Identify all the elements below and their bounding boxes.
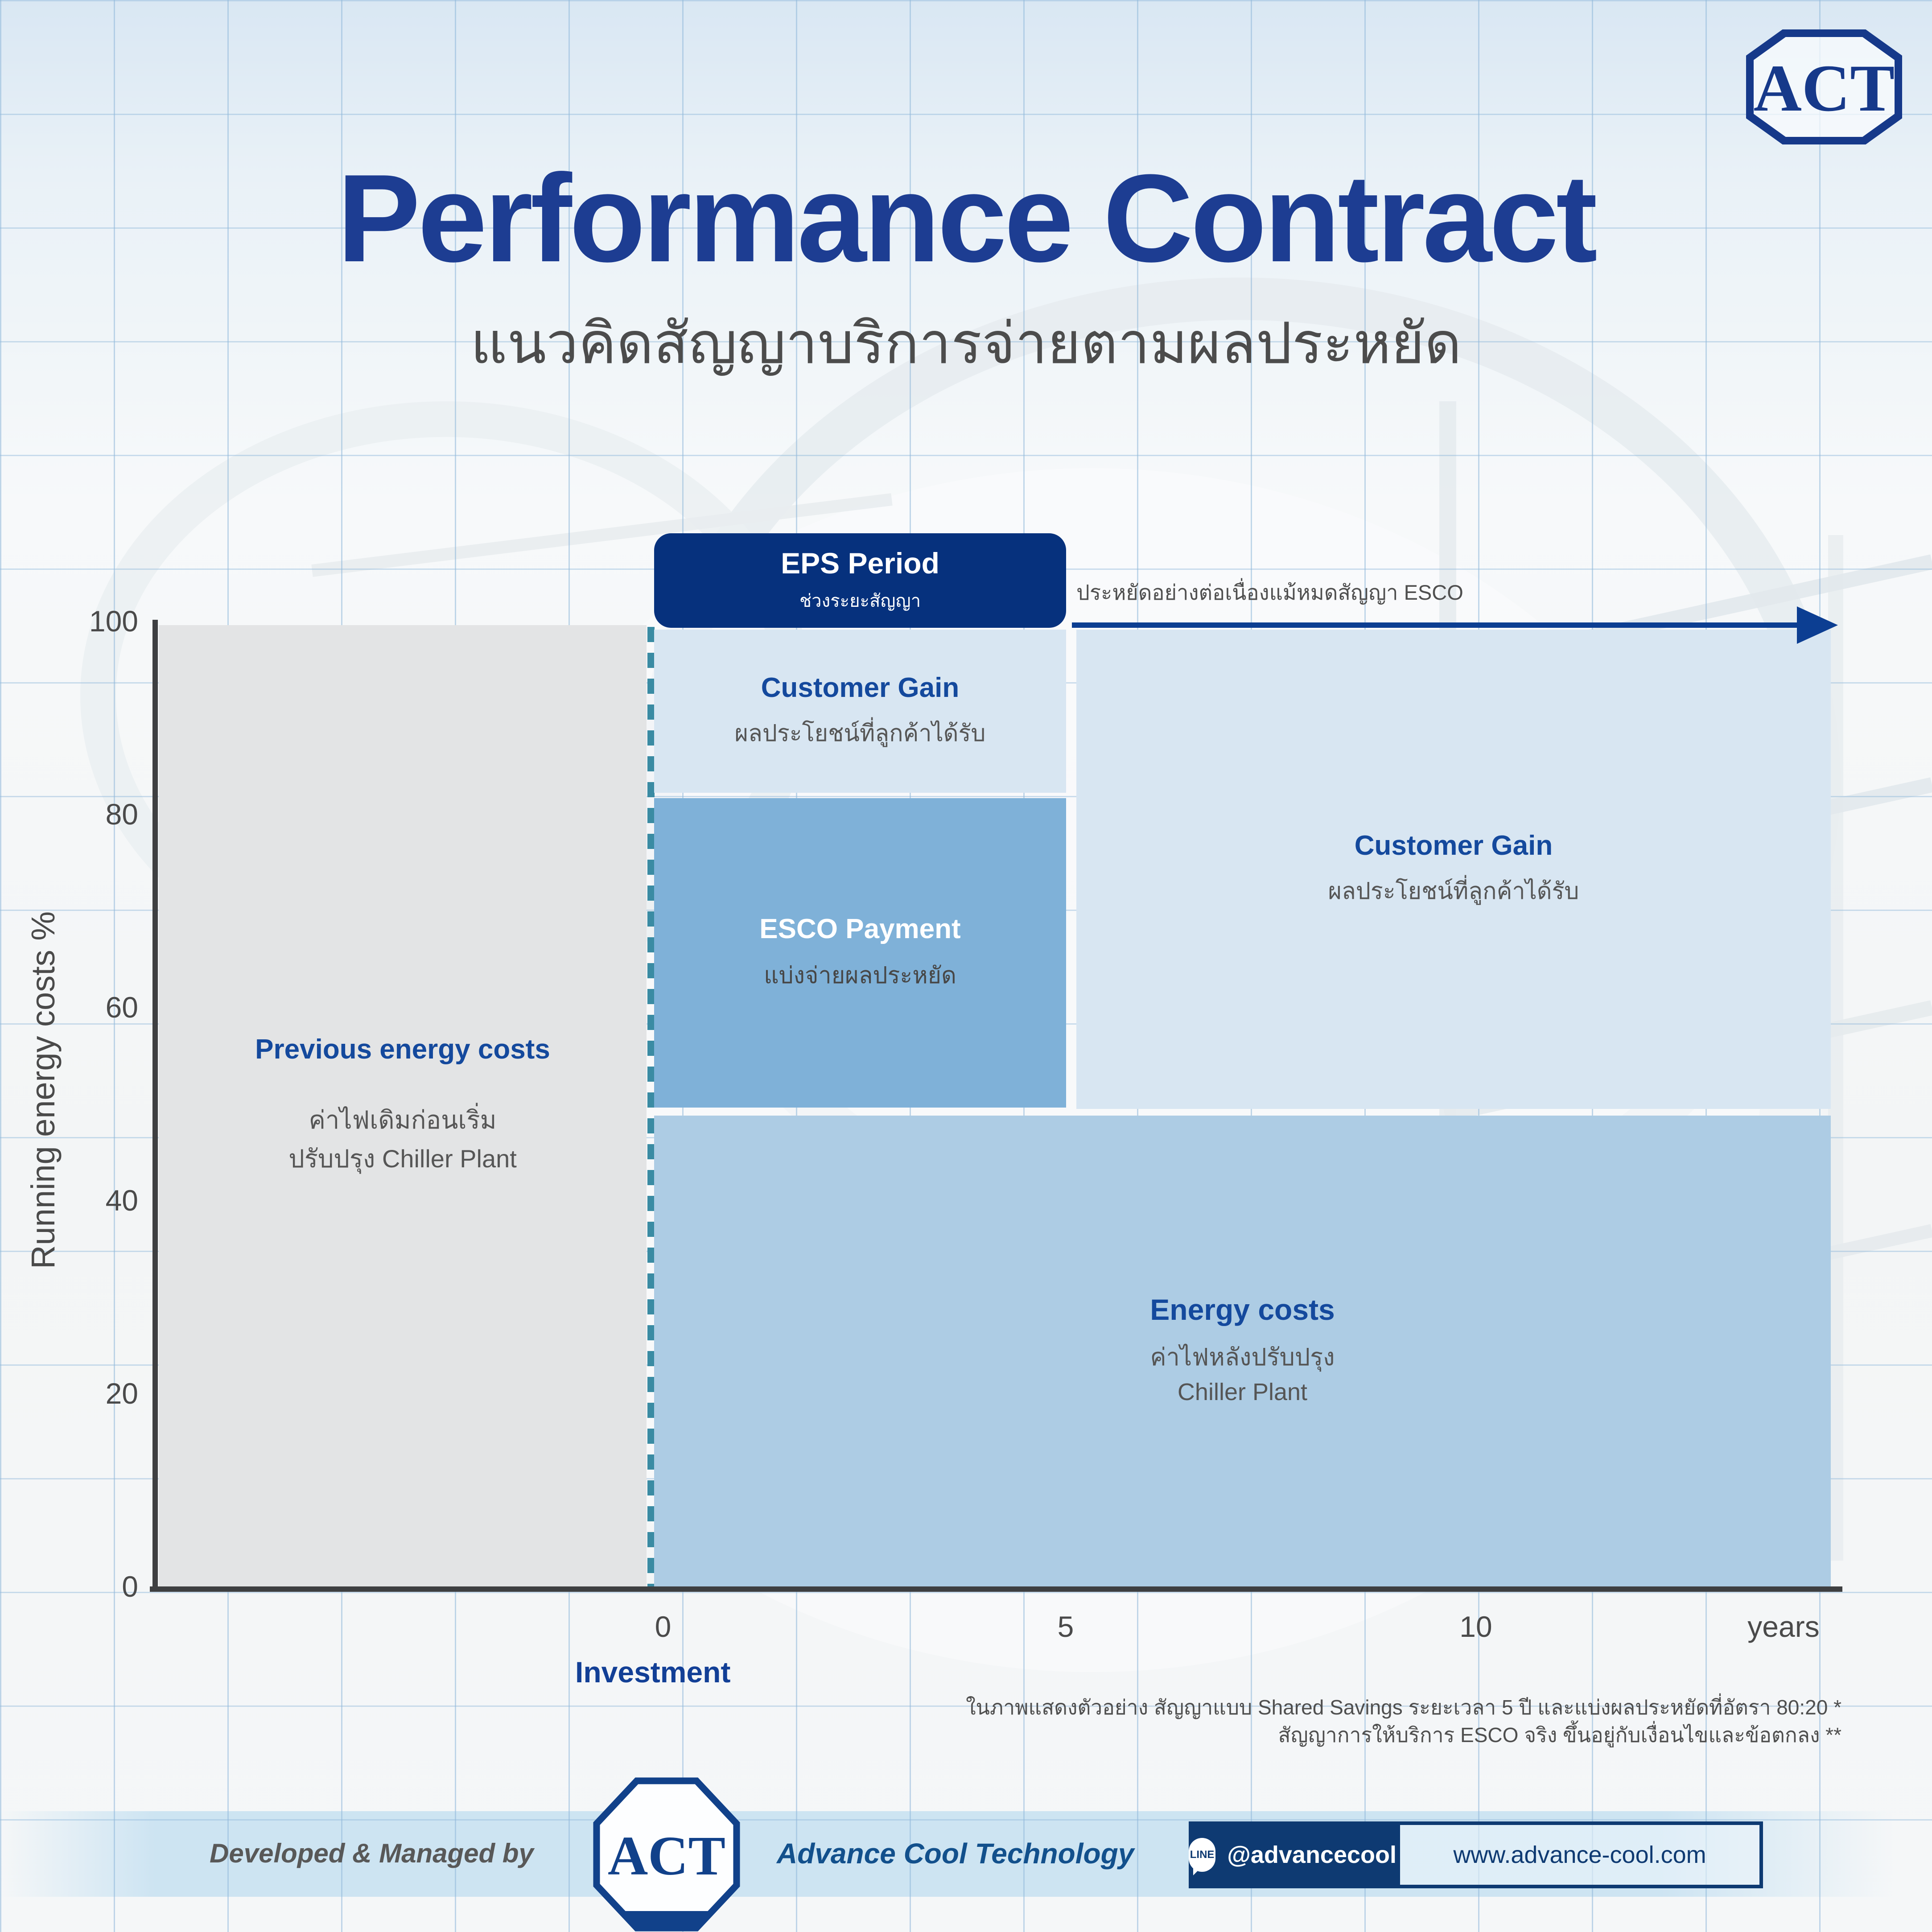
energy-costs-box: Energy costs ค่าไฟหลังปรับปรุง Chiller P… <box>654 1116 1831 1586</box>
savings-arrow-line <box>1072 622 1798 628</box>
esco-payment-subtitle: แบ่งจ่ายผลประหยัด <box>764 962 956 989</box>
eps-period-title: EPS Period <box>781 547 939 580</box>
act-logo-icon: ACT <box>1746 29 1902 144</box>
y-tick-label: 100 <box>89 605 138 638</box>
line-icon-label: LINE <box>1190 1849 1215 1861</box>
arrow-right-icon <box>1797 606 1838 644</box>
savings-arrow-label: ประหยัดอย่างต่อเนื่องแม้หมดสัญญา ESCO <box>1076 581 1463 604</box>
footnotes: ในภาพแสดงตัวอย่าง สัญญาแบบ Shared Saving… <box>966 1693 1841 1749</box>
line-contact-badge[interactable]: LINE @advancecool <box>1189 1821 1396 1888</box>
y-tick-label: 40 <box>105 1184 138 1217</box>
footnote-line: ในภาพแสดงตัวอย่าง สัญญาแบบ Shared Saving… <box>966 1696 1841 1719</box>
line-id-text: @advancecool <box>1227 1841 1396 1868</box>
y-tick-label: 80 <box>105 798 138 831</box>
y-axis-line <box>152 620 158 1592</box>
y-tick-label: 0 <box>122 1570 138 1603</box>
footnote-line: สัญญาการให้บริการ ESCO จริง ขึ้นอยู่กับเ… <box>1278 1723 1841 1747</box>
website-link[interactable]: www.advance-cool.com <box>1396 1821 1763 1888</box>
website-url-text: www.advance-cool.com <box>1453 1841 1706 1868</box>
customer-gain-eps-title: Customer Gain <box>761 672 960 703</box>
customer-gain-post-box: Customer Gain ผลประโยชน์ที่ลูกค้าได้รับ <box>1076 630 1831 1109</box>
page-title: Performance Contract <box>337 149 1598 288</box>
investment-label: Investment <box>575 1656 731 1689</box>
x-tick-label: 0 <box>655 1610 671 1643</box>
esco-payment-title: ESCO Payment <box>759 913 961 944</box>
y-tick-label: 20 <box>105 1377 138 1410</box>
line-icon: LINE <box>1189 1838 1216 1875</box>
previous-energy-costs-box: Previous energy costs ค่าไฟเดิมก่อนเริ่ม… <box>159 625 647 1586</box>
act-footer-logo-icon: ACT <box>593 1777 740 1932</box>
x-axis-line <box>150 1586 1842 1592</box>
act-logo-text: ACT <box>1754 51 1895 125</box>
previous-energy-costs-title: Previous energy costs <box>255 1034 550 1065</box>
x-axis-unit-label: years <box>1747 1610 1820 1643</box>
page-subtitle: แนวคิดสัญญาบริการจ่ายตามผลประหยัด <box>470 312 1462 375</box>
esco-payment-box: ESCO Payment แบ่งจ่ายผลประหยัด <box>654 798 1066 1108</box>
customer-gain-post-subtitle: ผลประโยชน์ที่ลูกค้าได้รับ <box>1328 878 1579 904</box>
customer-gain-post-title: Customer Gain <box>1354 830 1553 861</box>
act-footer-logo-text: ACT <box>608 1825 725 1887</box>
eps-period-subtitle: ช่วงระยะสัญญา <box>799 591 921 611</box>
y-tick-label: 60 <box>105 991 138 1024</box>
customer-gain-eps-box: Customer Gain ผลประโยชน์ที่ลูกค้าได้รับ <box>654 630 1066 793</box>
previous-energy-costs-subtitle: ค่าไฟเดิมก่อนเริ่ม ปรับปรุง Chiller Plan… <box>288 1105 517 1173</box>
x-tick-label: 5 <box>1057 1610 1074 1643</box>
energy-costs-title: Energy costs <box>1150 1293 1335 1326</box>
developed-by-label: Developed & Managed by <box>210 1838 534 1868</box>
company-name: Advance Cool Technology <box>777 1837 1134 1870</box>
eps-period-badge: EPS Period ช่วงระยะสัญญา <box>654 533 1066 628</box>
investment-divider-dashed-line <box>647 627 655 1586</box>
customer-gain-eps-subtitle: ผลประโยชน์ที่ลูกค้าได้รับ <box>734 720 986 746</box>
x-tick-label: 10 <box>1459 1610 1492 1643</box>
energy-costs-subtitle: ค่าไฟหลังปรับปรุง Chiller Plant <box>1150 1343 1335 1405</box>
y-axis-label: Running energy costs % <box>25 911 62 1269</box>
